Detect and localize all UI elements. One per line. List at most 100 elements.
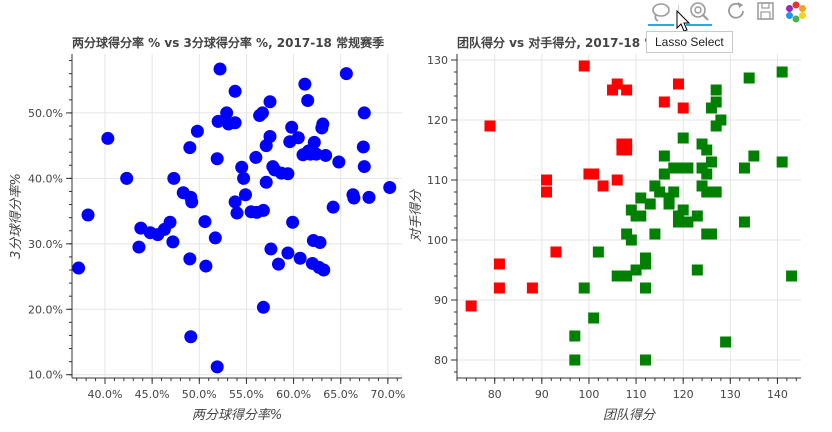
right-y-tick-label: 80 (434, 354, 448, 367)
left-scatter-point (228, 84, 242, 98)
right-scatter-point (710, 120, 722, 132)
left-scatter-point (383, 181, 397, 195)
right-scatter-point (701, 168, 713, 180)
right-scatter-point (710, 186, 722, 198)
right-scatter-point (696, 180, 708, 192)
mouse-cursor-icon (676, 10, 691, 32)
right-scatter-point (639, 258, 651, 270)
right-scatter-point (738, 162, 750, 174)
right-scatter-point (621, 84, 633, 96)
left-y-tick-label: 40.0% (28, 172, 63, 185)
left-x-axis-label: 两分球得分率% (192, 407, 282, 423)
right-scatter-point (621, 270, 633, 282)
left-plot[interactable]: 两分球得分率 % vs 3分球得分率 %, 2017-18 常规赛季 40.0%… (8, 35, 405, 423)
left-scatter-point (120, 171, 134, 185)
right-scatter-point (705, 156, 717, 168)
right-scatter-point (493, 282, 505, 294)
left-scatter-point (228, 116, 242, 130)
right-scatter-point (672, 216, 684, 228)
left-scatter-point (357, 106, 371, 120)
right-data-points (465, 60, 798, 366)
right-scatter-point (705, 228, 717, 240)
left-scatter-point (199, 259, 213, 273)
bokeh-logo[interactable] (783, 0, 809, 24)
left-scatter-point (230, 206, 244, 220)
right-scatter-point (635, 192, 647, 204)
right-y-axis-label: 对手得分 (409, 189, 424, 242)
right-scatter-point (621, 228, 633, 240)
right-x-axis-label: 团队得分 (603, 408, 656, 423)
left-scatter-point (298, 77, 312, 91)
left-scatter-point (319, 148, 333, 162)
save-tool[interactable] (753, 0, 779, 24)
right-chart-title: 团队得分 vs 对手得分, 2017-18 常规赛季 (457, 35, 693, 50)
left-scatter-point (307, 135, 321, 149)
right-scatter-point (611, 78, 623, 90)
left-scatter-point (281, 246, 295, 260)
right-scatter-point (526, 282, 538, 294)
right-scatter-point (569, 354, 581, 366)
right-x-tick-label: 80 (488, 388, 502, 401)
left-scatter-point (281, 167, 295, 181)
right-scatter-point (682, 216, 694, 228)
left-x-tick-label: 45.0% (135, 388, 170, 401)
right-scatter-point (748, 150, 760, 162)
toolbar (640, 0, 832, 28)
left-scatter-point (183, 252, 197, 266)
right-scatter-point (677, 132, 689, 144)
left-scatter-point (255, 106, 269, 120)
reset-icon (728, 2, 744, 19)
right-scatter-point (649, 228, 661, 240)
left-scatter-point (332, 155, 346, 169)
left-scatter-point (237, 171, 251, 185)
right-scatter-point (569, 330, 581, 342)
left-scatter-point (263, 95, 277, 109)
right-scatter-point (696, 162, 708, 174)
left-scatter-point (291, 131, 305, 145)
right-scatter-point (682, 162, 694, 174)
right-axes: 80 90 100 110 120 130 140 80 90 100 110 120 130 (427, 54, 801, 401)
right-plot[interactable]: 团队得分 vs 对手得分, 2017-18 常规赛季 80 90 100 110 120… (409, 35, 801, 423)
right-scatter-point (710, 84, 722, 96)
left-scatter-point (293, 251, 307, 265)
right-y-tick-label: 100 (427, 234, 448, 247)
right-scatter-point (691, 264, 703, 276)
left-scatter-point (256, 300, 270, 314)
right-scatter-point (578, 282, 590, 294)
left-scatter-point (263, 129, 277, 143)
right-scatter-point (588, 168, 600, 180)
left-scatter-point (339, 67, 353, 81)
right-scatter-point (611, 174, 623, 186)
right-scatter-point (592, 246, 604, 258)
reset-tool[interactable] (724, 0, 750, 24)
left-axes: 40.0% 45.0% 50.0% 55.0% 60.0% 65.0% 70.0% 10.0%… (28, 54, 405, 401)
left-x-tick-label: 50.0% (182, 388, 217, 401)
wheel-zoom-tool[interactable] (686, 0, 712, 26)
left-y-tick-label: 10.0% (28, 369, 63, 382)
left-x-tick-label: 60.0% (276, 388, 311, 401)
left-scatter-point (249, 150, 263, 164)
bokeh-logo-icon (786, 1, 806, 23)
tool-tooltip: Lasso Select (646, 31, 733, 53)
left-scatter-point (210, 152, 224, 166)
left-scatter-point (316, 117, 330, 131)
left-scatter-point (81, 208, 95, 222)
right-scatter-point (663, 192, 675, 204)
left-x-tick-label: 55.0% (229, 388, 264, 401)
right-scatter-point (672, 162, 684, 174)
right-x-tick-label: 100 (578, 388, 599, 401)
right-scatter-point (465, 300, 477, 312)
right-scatter-point (639, 282, 651, 294)
left-x-tick-label: 65.0% (323, 388, 358, 401)
left-scatter-point (362, 190, 376, 204)
right-y-tick-label: 110 (427, 174, 448, 187)
left-scatter-point (198, 215, 212, 229)
lasso-select-tool[interactable] (648, 0, 674, 26)
right-scatter-point (654, 186, 666, 198)
right-scatter-point (607, 84, 619, 96)
right-scatter-point (786, 270, 798, 282)
save-icon (757, 2, 774, 20)
right-x-tick-label: 140 (767, 388, 788, 401)
left-scatter-point (259, 175, 273, 189)
